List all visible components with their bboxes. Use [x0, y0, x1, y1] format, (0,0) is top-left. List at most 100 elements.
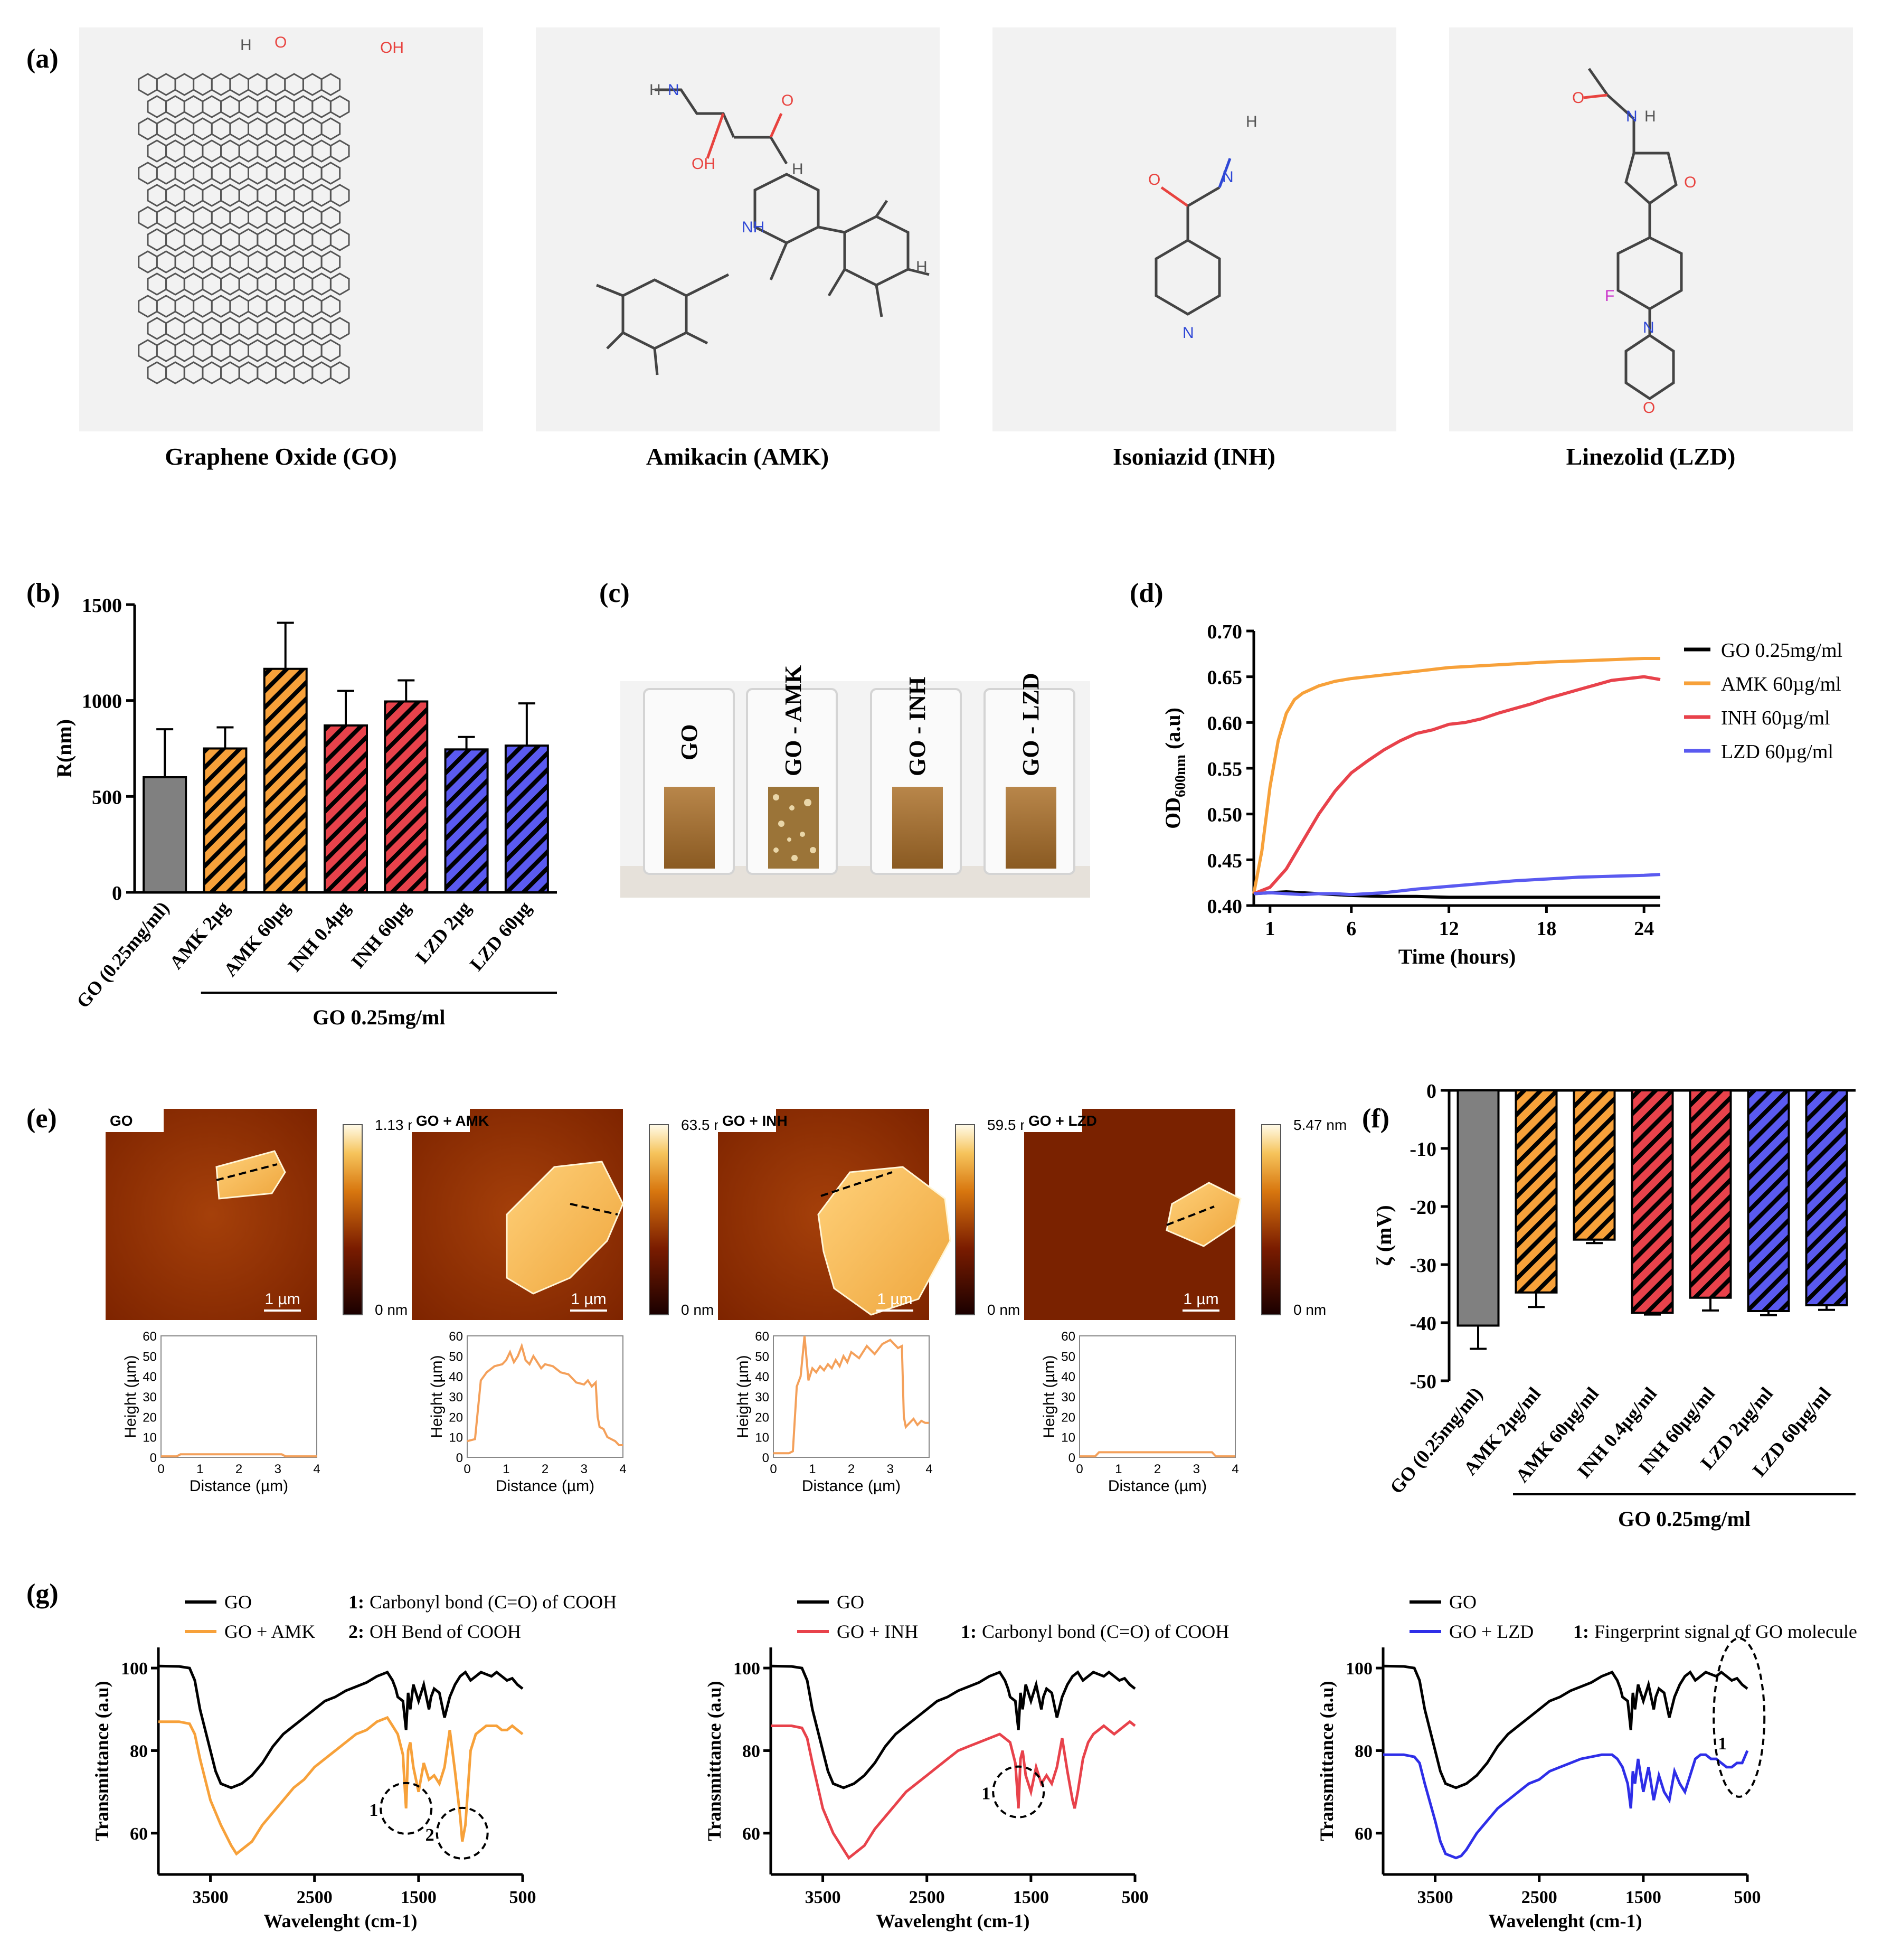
note-text: Carbonyl bond (C=O) of COOH — [982, 1621, 1229, 1642]
go-hexagon — [329, 139, 350, 163]
vial-1: GO — [643, 688, 735, 875]
amk-atom-o: O — [781, 92, 793, 109]
molecule-amk-name: Amikacin (AMK) — [646, 443, 829, 470]
panel-c: (c) GO GO - AMK G — [599, 578, 1090, 898]
annotation-circle — [1713, 1637, 1766, 1798]
y-axis-label-sub: 600nm — [1172, 755, 1189, 797]
legend-label-go: GO — [224, 1591, 252, 1613]
bar — [444, 748, 489, 893]
x-tick-label: 500 — [509, 1888, 536, 1907]
afm-title: GO + INH — [722, 1113, 788, 1129]
afm-flake — [215, 1150, 286, 1200]
x-tick-label: 2500 — [297, 1888, 333, 1907]
y-tick-label: 500 — [92, 786, 122, 808]
bar — [1631, 1089, 1674, 1314]
y-axis-label: Transmittance (a.u) — [91, 1681, 112, 1841]
profile-x-tick-label: 0 — [770, 1462, 777, 1476]
y-tick-label: 60 — [1355, 1824, 1373, 1844]
afm-colorbar-min: 0 nm — [987, 1302, 1020, 1318]
note-text: OH Bend of COOH — [370, 1621, 521, 1642]
vial-4-liquid — [1006, 787, 1056, 869]
group-label: GO 0.25mg/ml — [1618, 1507, 1751, 1531]
lzd-atom-o1: O — [1572, 89, 1584, 107]
afm-profile-cut — [820, 1171, 893, 1197]
y-tick-label: 80 — [742, 1741, 760, 1761]
profile-y-tick-label: 10 — [755, 1431, 769, 1445]
inh-atom-h: H — [1246, 113, 1257, 130]
x-axis-label: Time (hours) — [1398, 945, 1516, 968]
panel-letter-c: (c) — [599, 578, 630, 608]
profile-plot-area — [467, 1335, 623, 1458]
molecule-amk: O OH H N H NH H Amikacin (AMK) — [536, 27, 940, 470]
y-tick-label: 0.70 — [1207, 621, 1243, 643]
go-lattice-image — [138, 73, 350, 384]
group-label: GO 0.25mg/ml — [313, 1005, 445, 1029]
afm-title: GO + AMK — [416, 1113, 489, 1129]
go-hexagon — [320, 206, 341, 229]
amk-atom-oh: OH — [692, 155, 715, 173]
y-tick-label: 0.40 — [1207, 896, 1243, 918]
afm-image — [106, 1109, 317, 1320]
legend-label-mix: GO + LZD — [1449, 1621, 1534, 1642]
series-line — [1253, 873, 1661, 897]
panel-letter-g: (g) — [26, 1579, 59, 1609]
profile-y-tick-label: 50 — [143, 1350, 157, 1364]
profile-y-tick-label: 40 — [449, 1370, 463, 1384]
lzd-atom-n2: N — [1643, 319, 1654, 336]
y-axis-label: Transmittance (a.u) — [1316, 1681, 1337, 1841]
go-hexagon — [329, 95, 350, 118]
profile-line — [773, 1335, 929, 1455]
x-tick-label: 1 — [1265, 918, 1275, 940]
afm-profile-cut — [570, 1203, 618, 1215]
profile-x-tick-label: 4 — [1232, 1462, 1238, 1476]
molecule-lzd-name: Linezolid (LZD) — [1566, 443, 1736, 470]
legend-label-go: GO — [837, 1591, 864, 1613]
y-axis-label-unit: (a.u) — [1161, 708, 1185, 755]
go-hexagon — [320, 339, 341, 362]
profile-x-tick-label: 2 — [235, 1462, 242, 1476]
panel-letter-a: (a) — [26, 44, 59, 74]
profile-y-tick-label: 40 — [755, 1370, 769, 1384]
note-number: 1: — [348, 1591, 364, 1613]
bar — [504, 745, 549, 894]
x-tick-label: INH 0.4µg — [283, 897, 354, 976]
note-number: 1: — [1573, 1621, 1589, 1642]
profile-y-label: Height (µm) — [122, 1355, 139, 1438]
afm-colorbar — [649, 1124, 669, 1315]
panel-a: (a) O OH H Graphene Oxide (GO) — [26, 27, 1853, 470]
amk-atom-h: H — [649, 81, 661, 99]
vial-2-particles — [773, 794, 816, 861]
x-tick-label: 500 — [1734, 1888, 1761, 1907]
spectrum-go — [1383, 1664, 1748, 1789]
profile-y-tick-label: 60 — [143, 1330, 157, 1344]
profile-y-tick-label: 0 — [762, 1451, 769, 1465]
profile-y-tick-label: 60 — [1061, 1330, 1075, 1344]
profile-y-tick-label: 10 — [143, 1431, 157, 1445]
inh-atoms: O N H N — [1148, 113, 1257, 342]
go-hexagon — [329, 361, 350, 384]
line-chart-growth: 0.40 0.45 0.50 0.55 0.60 0.65 0.70 1 6 12 18 24 GO 0… — [1161, 621, 1842, 968]
note-number: 1: — [961, 1621, 977, 1642]
profile-y-tick-label: 50 — [449, 1350, 463, 1364]
vial-3-liquid — [892, 787, 943, 869]
profile-x-tick-label: 3 — [1193, 1462, 1200, 1476]
profile-x-tick-label: 1 — [503, 1462, 509, 1476]
amk-atom-h2: H — [792, 161, 803, 178]
go-hexagon — [329, 317, 350, 340]
go-hexagon — [320, 117, 341, 140]
panel-letter-f: (f) — [1362, 1104, 1389, 1134]
y-tick-label: 0.60 — [1207, 712, 1243, 734]
series-line — [1252, 657, 1660, 894]
vial-3-label: GO - INH — [904, 677, 930, 776]
afm-colorbar-min: 0 nm — [1293, 1302, 1326, 1318]
afm-title: GO — [110, 1113, 133, 1129]
profile-x-tick-label: 1 — [809, 1462, 816, 1476]
afm-colorbar-max: 5.47 nm — [1293, 1117, 1347, 1133]
